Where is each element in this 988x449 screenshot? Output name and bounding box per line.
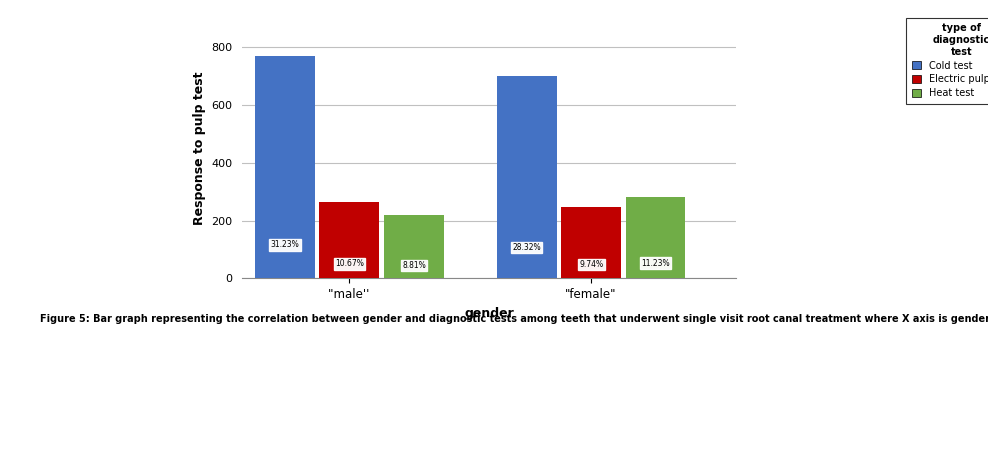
Y-axis label: Response to pulp test: Response to pulp test — [193, 71, 206, 225]
Text: 28.32%: 28.32% — [513, 243, 541, 252]
Text: 11.23%: 11.23% — [641, 259, 670, 268]
Bar — [561, 207, 621, 278]
Text: Figure 5: Bar graph representing the correlation between gender and diagnostic t: Figure 5: Bar graph representing the cor… — [40, 314, 988, 324]
X-axis label: gender: gender — [464, 307, 514, 320]
Text: 8.81%: 8.81% — [402, 261, 426, 270]
Bar — [384, 215, 444, 278]
Bar — [255, 56, 315, 278]
Legend: Cold test, Electric pulp test, Heat test: Cold test, Electric pulp test, Heat test — [906, 18, 988, 104]
Bar — [497, 76, 556, 278]
Text: 31.23%: 31.23% — [271, 240, 299, 249]
Text: 9.74%: 9.74% — [579, 260, 603, 269]
Bar — [319, 202, 379, 278]
Bar — [625, 198, 686, 278]
Text: 10.67%: 10.67% — [335, 260, 364, 269]
